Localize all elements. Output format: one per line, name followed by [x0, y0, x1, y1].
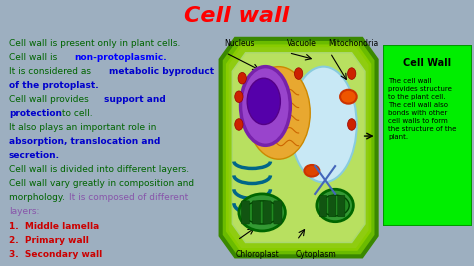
Text: Cell wall is present only in plant cells.: Cell wall is present only in plant cells… [9, 39, 180, 48]
Ellipse shape [241, 66, 290, 145]
Text: morphology.: morphology. [9, 193, 68, 202]
Text: of the protoplast.: of the protoplast. [9, 81, 99, 90]
Text: Vacuole: Vacuole [287, 39, 317, 48]
Text: Cell Wall: Cell Wall [403, 58, 451, 68]
Text: Nucleus: Nucleus [224, 39, 255, 48]
Text: Chloroplast: Chloroplast [236, 250, 279, 259]
FancyBboxPatch shape [263, 201, 271, 224]
Text: Mitochondria: Mitochondria [328, 39, 379, 48]
Text: Cell wall vary greatly in composition and: Cell wall vary greatly in composition an… [9, 179, 194, 188]
Circle shape [347, 68, 356, 79]
FancyBboxPatch shape [328, 195, 336, 217]
Circle shape [235, 91, 243, 102]
Text: Cell wall is: Cell wall is [9, 53, 60, 62]
Text: secretion.: secretion. [9, 151, 60, 160]
Circle shape [294, 68, 303, 79]
FancyBboxPatch shape [319, 195, 327, 217]
Circle shape [247, 78, 280, 124]
FancyBboxPatch shape [241, 201, 250, 224]
Text: non-protoplasmic.: non-protoplasmic. [74, 53, 167, 62]
Ellipse shape [244, 201, 281, 224]
Text: Cytoplasm: Cytoplasm [295, 250, 336, 259]
Text: layers:: layers: [9, 207, 39, 217]
Circle shape [238, 72, 246, 84]
Polygon shape [228, 46, 370, 250]
Text: protection: protection [9, 109, 62, 118]
Circle shape [347, 119, 356, 130]
Text: metabolic byproduct: metabolic byproduct [109, 67, 214, 76]
Text: It also plays an important role in: It also plays an important role in [9, 123, 156, 132]
Text: 1.  Middle lamella: 1. Middle lamella [9, 222, 99, 231]
Text: 3.  Secondary wall: 3. Secondary wall [9, 250, 102, 259]
Ellipse shape [290, 66, 357, 182]
Ellipse shape [247, 66, 310, 159]
Text: support and: support and [104, 95, 166, 104]
Polygon shape [232, 53, 365, 243]
Text: 2.  Primary wall: 2. Primary wall [9, 236, 89, 244]
FancyBboxPatch shape [383, 45, 472, 226]
Polygon shape [221, 39, 377, 256]
FancyBboxPatch shape [338, 195, 345, 217]
Text: Cell wall is divided into different layers.: Cell wall is divided into different laye… [9, 165, 189, 174]
Text: Cell wall provides: Cell wall provides [9, 95, 91, 104]
Text: Cell wall: Cell wall [184, 6, 290, 26]
FancyBboxPatch shape [252, 201, 261, 224]
Ellipse shape [239, 194, 285, 231]
Ellipse shape [340, 90, 357, 104]
Circle shape [235, 119, 243, 130]
Text: It is considered as: It is considered as [9, 67, 94, 76]
Ellipse shape [317, 189, 354, 222]
Text: absorption, translocation and: absorption, translocation and [9, 137, 160, 146]
Ellipse shape [304, 165, 319, 177]
Ellipse shape [321, 195, 349, 216]
Text: to cell.: to cell. [59, 109, 92, 118]
FancyBboxPatch shape [274, 201, 282, 224]
Text: The cell wall
provides structure
to the plant cell.
The cell wall also
bonds wit: The cell wall provides structure to the … [388, 78, 456, 140]
Text: It is composed of different: It is composed of different [69, 193, 188, 202]
